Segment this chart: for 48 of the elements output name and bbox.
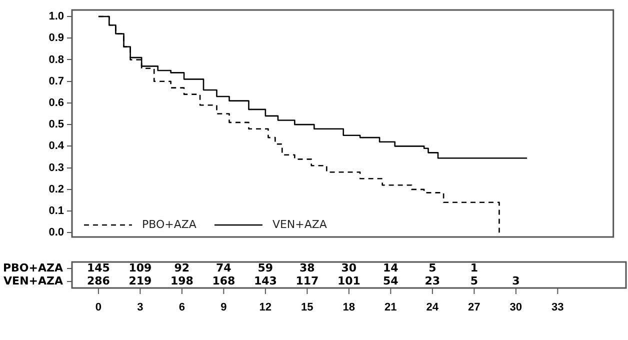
- y-tick-label: 0.2: [48, 183, 64, 196]
- y-tick-label: 0.9: [48, 32, 64, 44]
- legend-label: PBO+AZA: [142, 218, 197, 231]
- x-tick-label: 18: [342, 302, 356, 314]
- text: 23: [424, 274, 440, 288]
- y-tick-label: 0.7: [48, 75, 64, 88]
- text: 14: [383, 261, 398, 274]
- x-tick-label: 3: [137, 302, 144, 314]
- x-tick-label: 15: [301, 302, 314, 314]
- text: 1: [470, 261, 478, 274]
- x-tick-label: 33: [552, 302, 564, 314]
- y-tick-label: 0.8: [48, 54, 64, 66]
- text: 30: [341, 261, 357, 274]
- text: 198: [170, 274, 194, 288]
- text: 92: [174, 261, 190, 274]
- x-tick-label: 9: [220, 302, 227, 314]
- text: 286: [86, 274, 110, 288]
- text: 5: [470, 274, 478, 288]
- text: 168: [212, 274, 236, 288]
- text: 145: [86, 261, 110, 274]
- y-tick-label: 0.0: [48, 226, 64, 239]
- text: 117: [296, 274, 319, 288]
- text: 3: [512, 274, 520, 288]
- text: 101: [337, 274, 360, 288]
- x-tick-label: 21: [384, 302, 397, 314]
- legend-label: VEN+AZA: [272, 218, 328, 231]
- y-tick-label: 0.1: [48, 205, 64, 218]
- text: 38: [300, 261, 315, 274]
- y-tick-label: 0.5: [48, 118, 64, 131]
- category-label: PBO+AZA: [2, 261, 63, 274]
- x-tick-label: 30: [510, 302, 522, 314]
- text: 59: [258, 261, 274, 274]
- text: 219: [128, 274, 152, 288]
- y-tick-label: 1.0: [48, 10, 64, 23]
- y-tick-label: 0.4: [48, 140, 65, 152]
- text: 143: [254, 274, 277, 288]
- x-tick-label: 27: [468, 302, 480, 314]
- x-tick-label: 0: [95, 302, 102, 314]
- x-tick-label: 12: [259, 302, 272, 314]
- text: 74: [216, 261, 232, 274]
- text: 109: [128, 261, 152, 274]
- y-tick-label: 0.6: [48, 96, 64, 109]
- category-label: VEN+AZA: [4, 274, 63, 288]
- y-tick-label: 0.3: [48, 162, 64, 174]
- x-tick-label: 24: [426, 302, 440, 314]
- x-tick-label: 6: [178, 302, 185, 314]
- text: 54: [383, 274, 398, 288]
- text: 5: [428, 261, 436, 274]
